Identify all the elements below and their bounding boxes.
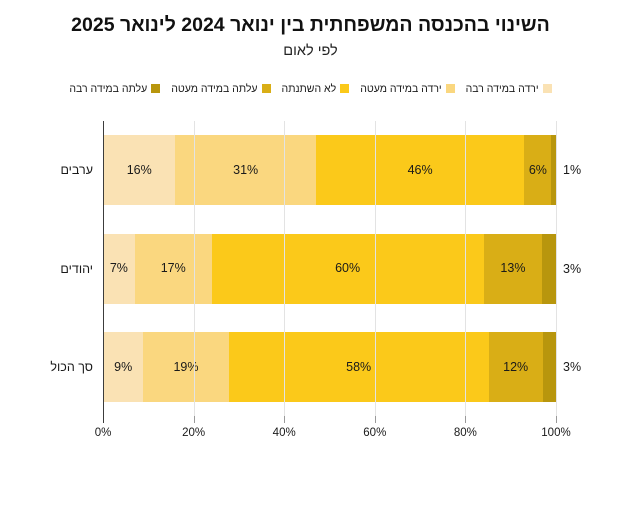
bar-row[interactable]: ערבים 16% 31% 46% 6% 1% bbox=[60, 135, 581, 206]
bar-segment-label: 9% bbox=[114, 359, 133, 374]
gridline bbox=[465, 121, 467, 417]
gridline bbox=[193, 121, 195, 417]
legend-swatch-icon bbox=[261, 84, 271, 94]
legend-item-label: עלתה במידה מעטה bbox=[171, 82, 258, 95]
x-axis-tick bbox=[284, 416, 286, 424]
bar-segment[interactable]: 19% bbox=[143, 332, 229, 403]
bar-segment[interactable]: 13% bbox=[483, 233, 543, 304]
bar-segment[interactable] bbox=[551, 135, 556, 206]
bar-outside-label: 3% bbox=[563, 360, 582, 375]
x-axis-tick bbox=[465, 416, 467, 424]
bar-segment-label: 19% bbox=[173, 359, 199, 374]
bar-segment-label: 17% bbox=[160, 261, 186, 276]
bar-segment[interactable]: 9% bbox=[103, 332, 144, 403]
x-axis-tick bbox=[193, 416, 195, 424]
bar-segment-label: 6% bbox=[528, 163, 547, 178]
legend-item[interactable]: עלתה במידה רבה bbox=[69, 82, 161, 95]
legend-swatch-icon bbox=[151, 84, 161, 94]
bar-segment[interactable]: 17% bbox=[134, 233, 212, 304]
chart-plot-area: ערבים 16% 31% 46% 6% 1% יהודים 7% 17% 60% 13% 3% סך … bbox=[0, 121, 621, 451]
x-axis-tick-label: 20% bbox=[182, 427, 206, 440]
category-label: יהודים bbox=[60, 261, 93, 276]
legend-item[interactable]: ירדה במידה רבה bbox=[466, 84, 552, 95]
x-axis-tick bbox=[374, 416, 376, 424]
legend-swatch-icon bbox=[445, 84, 455, 94]
stacked-bar: 9% 19% 58% 12% bbox=[103, 332, 556, 403]
x-axis-tick bbox=[103, 416, 104, 424]
legend-item[interactable]: לא השתנתה bbox=[282, 84, 350, 95]
bar-segment[interactable]: 60% bbox=[211, 233, 484, 304]
bar-outside-label: 1% bbox=[563, 163, 582, 178]
stacked-bar: 16% 31% 46% 6% bbox=[103, 135, 556, 206]
legend-swatch-icon bbox=[340, 84, 350, 94]
bar-segment-label: 60% bbox=[335, 261, 361, 276]
bar-segment-label: 13% bbox=[500, 261, 526, 276]
gridline bbox=[556, 121, 557, 417]
x-axis-tick bbox=[556, 416, 557, 424]
stacked-bar: 7% 17% 60% 13% bbox=[103, 233, 556, 304]
bar-segment[interactable]: 12% bbox=[488, 332, 543, 403]
bar-segment[interactable]: 46% bbox=[315, 135, 525, 206]
x-axis-tick-label: 40% bbox=[272, 427, 296, 440]
chart-legend: ירדה במידה רבה ירדה במידה מעטה לא השתנתה על… bbox=[0, 84, 621, 95]
bar-row[interactable]: סך הכול 9% 19% 58% 12% 3% bbox=[50, 332, 581, 403]
x-axis-tick-label: 100% bbox=[541, 427, 571, 440]
bar-segment-label: 46% bbox=[407, 163, 433, 178]
gridline bbox=[374, 121, 376, 417]
y-axis-line bbox=[103, 121, 105, 417]
bar-segment[interactable]: 16% bbox=[103, 135, 176, 206]
bar-segment[interactable] bbox=[542, 233, 556, 304]
bar-segment[interactable]: 6% bbox=[524, 135, 552, 206]
page-title: השינוי בהכנסה המשפחתית בין ינואר 2024 לי… bbox=[71, 14, 550, 36]
x-axis: 0% 20% 40% 60% 80% 100% bbox=[95, 416, 571, 450]
bar-segment[interactable]: 31% bbox=[175, 135, 316, 206]
legend-item-label: ירדה במידה מעטה bbox=[360, 82, 442, 95]
legend-swatch-icon bbox=[542, 84, 552, 94]
category-label: סך הכול bbox=[50, 360, 93, 375]
legend-item[interactable]: עלתה במידה מעטה bbox=[171, 82, 271, 95]
legend-item-label: עלתה במידה רבה bbox=[69, 82, 148, 95]
category-label: ערבים bbox=[60, 163, 93, 178]
bar-segment-label: 31% bbox=[233, 163, 259, 178]
x-axis-tick-label: 80% bbox=[453, 427, 477, 440]
gridline bbox=[284, 121, 286, 417]
chart-header: השינוי בהכנסה המשפחתית בין ינואר 2024 לי… bbox=[0, 0, 621, 59]
bar-segment-label: 16% bbox=[126, 163, 152, 178]
bar-segment[interactable]: 58% bbox=[228, 332, 489, 403]
bar-segment-label: 58% bbox=[346, 359, 372, 374]
bar-segment[interactable] bbox=[542, 332, 556, 403]
bar-segment-label: 7% bbox=[109, 261, 128, 276]
bars-container: ערבים 16% 31% 46% 6% 1% יהודים 7% 17% 60% 13% 3% סך … bbox=[50, 121, 581, 417]
legend-item-label: ירדה במידה רבה bbox=[465, 82, 539, 95]
x-axis-tick-label: 0% bbox=[94, 427, 112, 440]
bar-row[interactable]: יהודים 7% 17% 60% 13% 3% bbox=[60, 233, 581, 304]
x-axis-tick-label: 60% bbox=[363, 427, 387, 440]
legend-item-label: לא השתנתה bbox=[281, 82, 337, 95]
bar-segment-label: 12% bbox=[503, 359, 529, 374]
chart-subtitle: לפי לאום bbox=[283, 42, 338, 59]
bar-segment[interactable]: 7% bbox=[103, 233, 135, 304]
legend-item[interactable]: ירדה במידה מעטה bbox=[360, 82, 455, 95]
bar-outside-label: 3% bbox=[563, 261, 582, 276]
